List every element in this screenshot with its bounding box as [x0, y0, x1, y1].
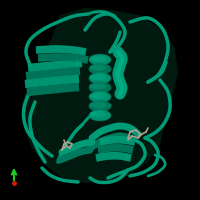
Ellipse shape	[90, 93, 106, 99]
Ellipse shape	[89, 82, 111, 93]
Ellipse shape	[89, 54, 111, 65]
Ellipse shape	[90, 56, 106, 62]
Ellipse shape	[90, 102, 106, 108]
Ellipse shape	[89, 73, 111, 84]
Ellipse shape	[90, 74, 106, 80]
Ellipse shape	[90, 65, 106, 71]
Ellipse shape	[89, 110, 111, 121]
Ellipse shape	[89, 91, 111, 102]
Polygon shape	[22, 8, 178, 183]
Ellipse shape	[90, 111, 106, 117]
Ellipse shape	[90, 84, 106, 90]
Ellipse shape	[89, 63, 111, 74]
Ellipse shape	[89, 101, 111, 112]
